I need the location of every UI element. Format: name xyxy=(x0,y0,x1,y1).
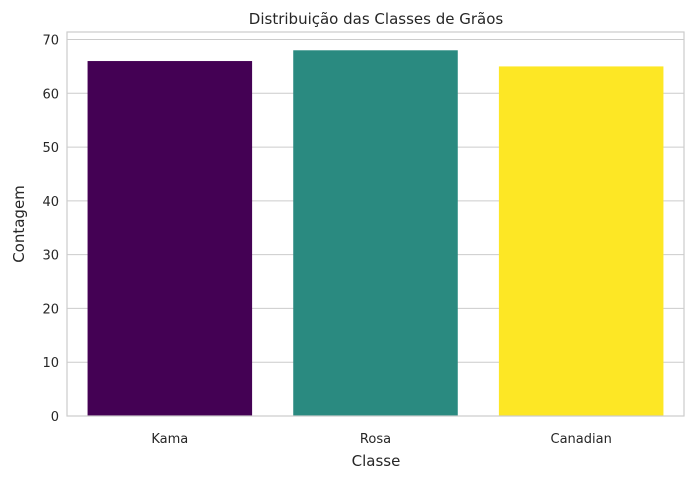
y-tick-label: 50 xyxy=(42,141,59,156)
y-tick-label: 70 xyxy=(42,34,59,49)
bar-kama xyxy=(87,61,253,416)
x-axis-label: Classe xyxy=(352,452,401,470)
bar-canadian xyxy=(498,66,664,416)
x-axis-ticks: Kama Rosa Canadian xyxy=(151,432,611,447)
x-tick-label: Canadian xyxy=(551,432,612,447)
chart-title: Distribuição das Classes de Grãos xyxy=(249,10,504,28)
plot-frame xyxy=(66,31,685,417)
y-tick-label: 40 xyxy=(42,195,59,210)
x-tick-label: Kama xyxy=(151,432,188,447)
y-tick-label: 0 xyxy=(51,410,59,425)
bar-rosa xyxy=(293,50,458,417)
y-tick-label: 20 xyxy=(42,302,59,317)
y-axis-ticks: 0 10 20 30 40 50 60 70 xyxy=(42,34,59,425)
x-tick-label: Rosa xyxy=(360,432,391,447)
y-tick-label: 60 xyxy=(42,87,59,102)
y-axis-label: Contagem xyxy=(10,185,28,263)
y-tick-label: 30 xyxy=(42,249,59,264)
y-tick-label: 10 xyxy=(42,356,59,371)
bars xyxy=(87,50,664,417)
